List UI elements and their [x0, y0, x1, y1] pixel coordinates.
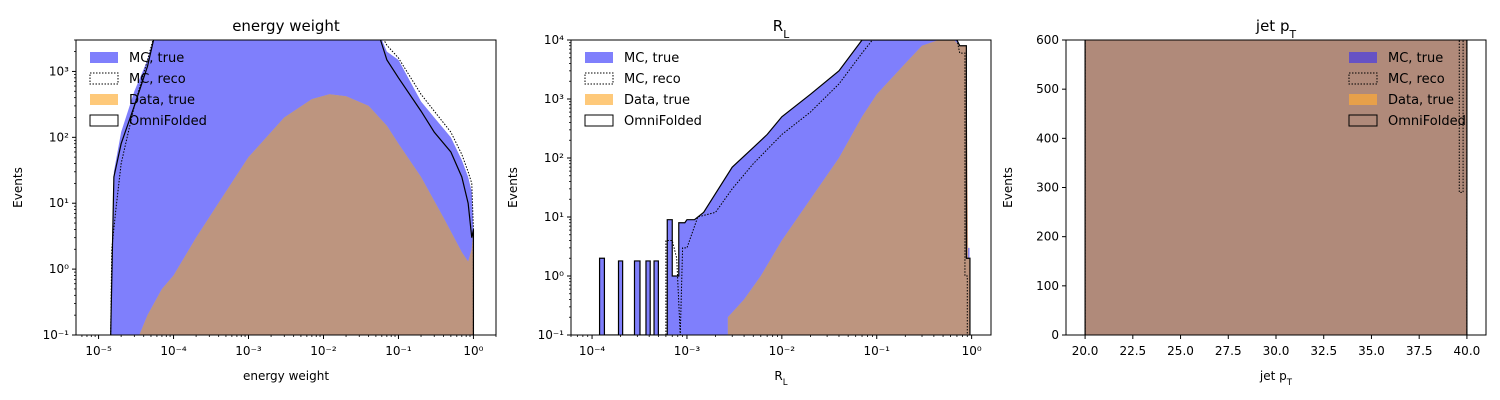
y-tick-label: 0	[1051, 328, 1059, 342]
y-tick-label: 100	[1036, 279, 1059, 293]
x-tick-label: 22.5	[1119, 344, 1146, 358]
y-tick-label: 10⁴	[544, 33, 564, 47]
series-mc-reco	[1084, 40, 1468, 335]
legend-swatch-omnifolded	[1348, 114, 1378, 127]
series-data-true-overlap	[727, 40, 971, 335]
legend: MC, true MC, reco Data, true OmniFolded	[89, 51, 207, 129]
y-axis-label: Events	[1001, 167, 1015, 208]
x-tick-label: 10⁻⁵	[85, 344, 112, 358]
x-tick-label: 37.5	[1406, 344, 1433, 358]
y-tick-label: 10⁰	[544, 269, 564, 283]
axes-frame	[570, 39, 992, 336]
legend-label-data-true: Data, true	[129, 93, 195, 108]
chart-1: 10⁻⁵ 10⁻⁴ 10⁻³ 10⁻² 10⁻¹ 10⁰ 10⁻¹ 10⁰ 10¹ 10² 10³ e…	[11, 17, 497, 383]
x-tick-label: 40.0	[1454, 344, 1481, 358]
x-tick-label: 10⁻³	[235, 344, 262, 358]
y-tick-label: 10²	[49, 130, 69, 144]
x-tick-label: 35.0	[1358, 344, 1385, 358]
y-tick-label: 300	[1036, 181, 1059, 195]
legend-swatch-data-true	[585, 94, 613, 105]
y-tick-label: 10¹	[544, 210, 564, 224]
y-axis-label: Events	[506, 167, 520, 208]
legend-swatch-mc-true	[585, 52, 613, 63]
legend-swatch-mc-true	[1349, 52, 1377, 63]
legend: MC, true MC, reco Data, true OmniFolded	[584, 51, 702, 129]
plot-area	[110, 40, 475, 335]
chart-title: energy weight	[232, 17, 340, 35]
legend-label-data-true: Data, true	[1388, 93, 1454, 108]
plot-area	[598, 40, 971, 335]
legend-swatch-mc-reco	[1348, 72, 1378, 85]
x-tick-label: 10⁻²	[310, 344, 337, 358]
y-tick-label: 200	[1036, 230, 1059, 244]
legend-swatch-omnifolded	[89, 114, 119, 127]
series-omnifolded	[110, 40, 475, 335]
series-data-true-overlap	[1085, 40, 1467, 335]
x-tick-label: 10⁻²	[769, 344, 796, 358]
x-axis-label: RL	[774, 369, 787, 388]
x-axis-label: energy weight	[243, 369, 329, 383]
x-tick-label: 10⁻⁴	[160, 344, 187, 358]
series-omnifolded	[1084, 40, 1468, 335]
series-omnifolded	[598, 40, 971, 335]
x-tick-label: 32.5	[1310, 344, 1337, 358]
x-tick-label: 25.0	[1167, 344, 1194, 358]
y-tick-label: 500	[1036, 82, 1059, 96]
x-axis-label: jet pT	[1259, 369, 1293, 388]
legend: MC, true MC, reco Data, true OmniFolded	[1348, 51, 1466, 129]
x-tick-label: 10⁻¹	[864, 344, 891, 358]
y-axis-label: Events	[11, 167, 25, 208]
series-mc-reco	[665, 40, 968, 335]
legend-swatch-mc-reco	[584, 72, 614, 85]
y-tick-label: 10³	[49, 64, 69, 78]
legend-swatch-mc-true	[90, 52, 118, 63]
x-tick-label: 27.5	[1215, 344, 1242, 358]
chart-title: jet pT	[1255, 17, 1297, 41]
plot-area	[1084, 40, 1468, 335]
legend-label-mc-true: MC, true	[624, 51, 679, 66]
legend-swatch-mc-reco	[89, 72, 119, 85]
x-tick-label: 30.0	[1263, 344, 1290, 358]
chart-title: RL	[773, 17, 789, 41]
series-data-true-overlap	[139, 94, 474, 335]
x-tick-label: 10⁰	[463, 344, 483, 358]
x-tick-label: 10⁻⁴	[579, 344, 606, 358]
legend-label-omnifolded: OmniFolded	[1388, 114, 1466, 129]
legend-label-omnifolded: OmniFolded	[624, 114, 702, 129]
legend-swatch-omnifolded	[584, 114, 614, 127]
legend-swatch-data-true	[90, 94, 118, 105]
legend-label-omnifolded: OmniFolded	[129, 114, 207, 129]
y-tick-label: 10¹	[49, 196, 69, 210]
chart-3: 20.0 22.5 25.0 27.5 30.0 32.5 35.0 37.5 40.0 0 100…	[1001, 17, 1487, 388]
x-tick-label: 10⁻¹	[385, 344, 412, 358]
legend-label-mc-reco: MC, reco	[129, 72, 186, 87]
legend-swatch-data-true	[1349, 94, 1377, 105]
y-tick-label: 10²	[544, 151, 564, 165]
legend-label-mc-true: MC, true	[1388, 51, 1443, 66]
x-tick-label: 20.0	[1072, 344, 1099, 358]
legend-label-mc-true: MC, true	[129, 51, 184, 66]
chart-2: 10⁻⁴ 10⁻³ 10⁻² 10⁻¹ 10⁰ 10⁻¹ 10⁰ 10¹ 10² 10³ 10⁴ RL…	[506, 17, 992, 388]
legend-label-mc-reco: MC, reco	[1388, 72, 1445, 87]
legend-label-data-true: Data, true	[624, 93, 690, 108]
x-tick-label: 10⁻³	[674, 344, 701, 358]
y-tick-label: 10⁻¹	[43, 328, 70, 342]
y-tick-label: 10⁻¹	[538, 328, 565, 342]
y-tick-label: 10³	[544, 92, 564, 106]
y-tick-label: 600	[1036, 33, 1059, 47]
x-tick-label: 10⁰	[962, 344, 982, 358]
y-tick-label: 400	[1036, 131, 1059, 145]
y-tick-label: 10⁰	[49, 262, 69, 276]
axes-frame	[75, 39, 497, 336]
legend-label-mc-reco: MC, reco	[624, 72, 681, 87]
series-mc-reco	[110, 40, 474, 335]
